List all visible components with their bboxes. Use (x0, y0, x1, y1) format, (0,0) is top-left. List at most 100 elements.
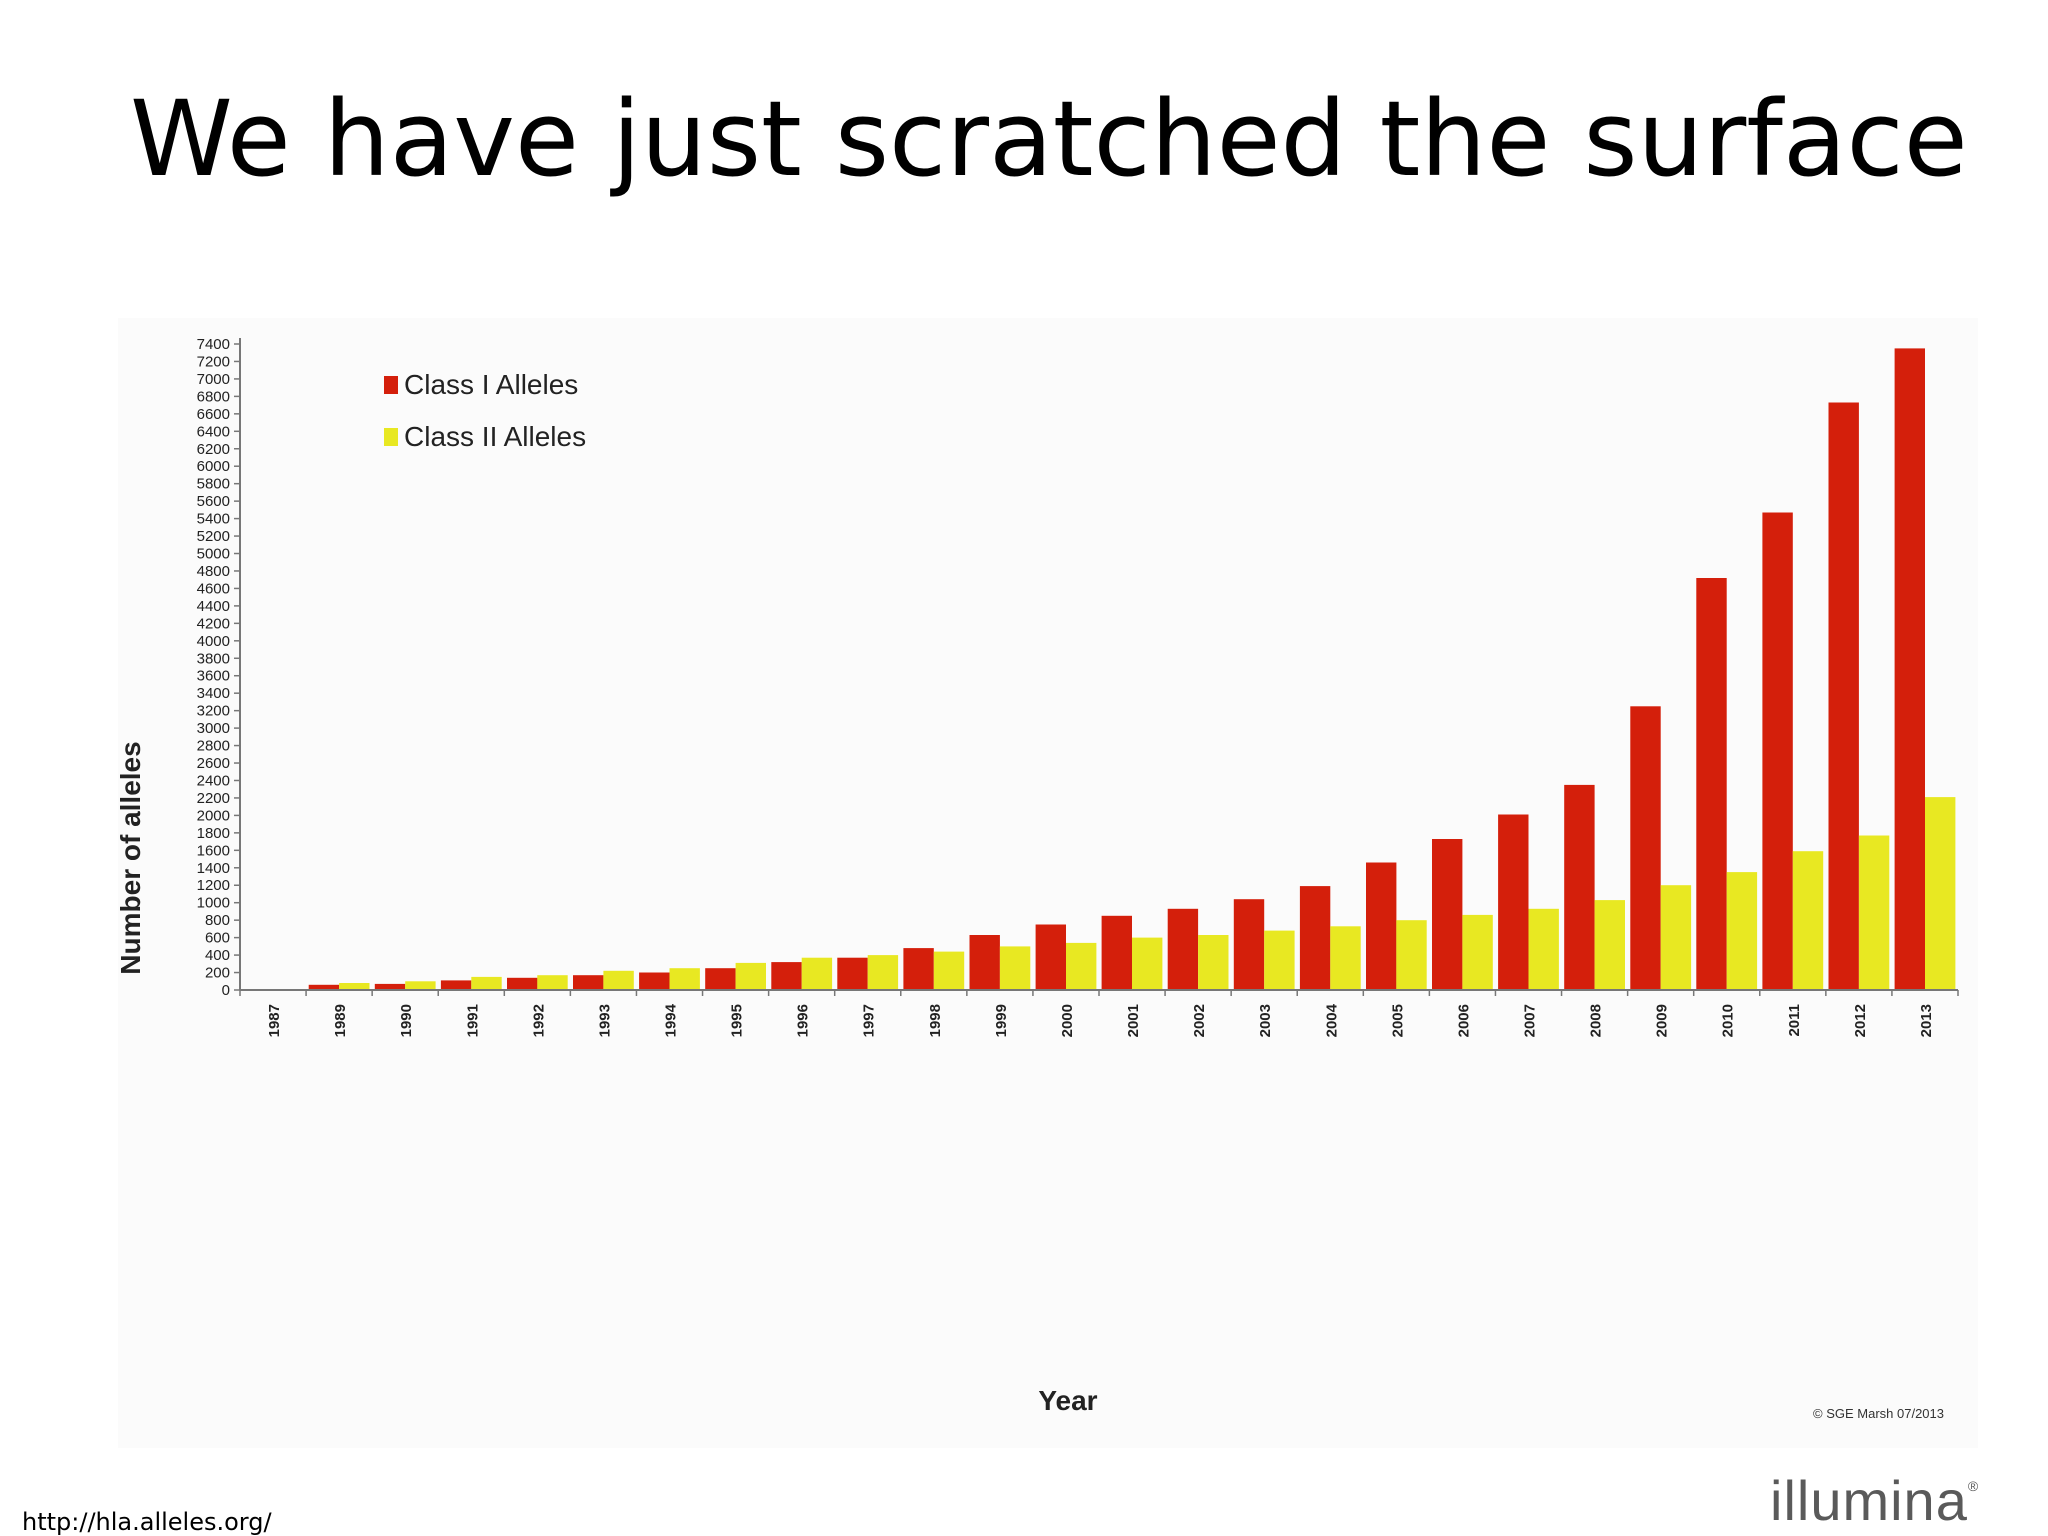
x-tick-label: 1991 (464, 1004, 481, 1037)
bar-class2-2008 (1594, 900, 1625, 990)
logo-text: illumina (1770, 1469, 1968, 1532)
y-tick-label: 7400 (197, 336, 230, 353)
bar-class2-1999 (999, 946, 1031, 990)
bar-class1-1995 (705, 968, 736, 990)
bar-class1-2004 (1299, 886, 1331, 990)
bar-class2-1991 (471, 976, 502, 990)
y-tick-label: 0 (222, 982, 230, 999)
y-tick-label: 6000 (197, 458, 230, 475)
bar-class1-1999 (969, 935, 1000, 990)
y-tick-label: 5800 (197, 476, 230, 493)
bar-class2-2007 (1528, 908, 1559, 990)
y-tick-label: 4800 (197, 563, 230, 580)
x-tick-label: 1996 (795, 1004, 812, 1037)
legend-swatch-class2 (384, 428, 398, 446)
y-ticks: 0200400600800100012001400160018002000220… (197, 336, 240, 999)
bar-class1-2001 (1101, 915, 1132, 990)
y-tick-label: 4000 (197, 633, 230, 650)
x-tick-label: 2009 (1654, 1004, 1671, 1037)
x-tick-label: 2003 (1257, 1004, 1274, 1037)
x-tick-label: 1999 (993, 1004, 1010, 1037)
x-tick-label: 2007 (1522, 1004, 1539, 1037)
y-tick-label: 3000 (197, 720, 230, 737)
bar-class2-2009 (1660, 885, 1692, 990)
source-url: http://hla.alleles.org/ (22, 1508, 272, 1536)
bar-class1-1991 (440, 980, 472, 990)
x-tick-label: 2006 (1455, 1004, 1472, 1037)
bar-class1-2002 (1167, 908, 1199, 990)
bar-class1-1993 (573, 975, 604, 990)
bar-class2-2010 (1726, 872, 1758, 990)
x-tick-label: 2010 (1720, 1004, 1737, 1037)
bar-class1-1998 (903, 948, 934, 990)
x-tick-label: 1994 (663, 1003, 680, 1037)
bar-class2-1989 (339, 983, 370, 990)
y-tick-label: 400 (205, 947, 230, 964)
bar-class2-2004 (1330, 926, 1361, 990)
y-tick-label: 7200 (197, 353, 230, 370)
legend-label-class1: Class I Alleles (404, 369, 578, 400)
bar-class1-1996 (771, 962, 802, 990)
y-tick-label: 6200 (197, 441, 230, 458)
y-tick-label: 7000 (197, 371, 230, 388)
bar-class1-1994 (639, 972, 670, 990)
bar-class2-2005 (1396, 920, 1427, 990)
bar-class2-2002 (1198, 935, 1229, 990)
x-tick-label: 2002 (1191, 1004, 1208, 1037)
x-tick-label: 1987 (266, 1004, 283, 1037)
y-tick-label: 3800 (197, 650, 230, 667)
x-ticks: 1987 1989 1990 1991 1992 1993 1994 1995 1996 1997… (266, 1003, 1935, 1037)
y-tick-label: 2400 (197, 772, 230, 789)
y-tick-label: 6400 (197, 423, 230, 440)
bar-class2-1995 (735, 962, 766, 990)
y-tick-label: 2600 (197, 755, 230, 772)
x-tick-label: 1997 (861, 1004, 878, 1037)
bar-class2-1998 (933, 951, 965, 990)
bar-class1-1990 (374, 983, 406, 990)
bar-class2-2001 (1132, 937, 1163, 990)
legend: Class I Alleles Class II Alleles (384, 369, 586, 452)
x-tick-label: 1990 (398, 1004, 415, 1037)
y-tick-label: 3400 (197, 685, 230, 702)
bars-layer (242, 348, 1956, 990)
y-tick-label: 600 (205, 930, 230, 947)
legend-swatch-class1 (384, 376, 398, 394)
bar-class2-2013 (1925, 797, 1956, 990)
y-tick-label: 1400 (197, 860, 230, 877)
y-tick-label: 2200 (197, 790, 230, 807)
bar-class2-1994 (669, 968, 700, 990)
illumina-logo: illumina® (1770, 1469, 1980, 1532)
x-tick-label: 1995 (729, 1004, 746, 1037)
y-tick-label: 5000 (197, 546, 230, 563)
bar-class1-2010 (1696, 578, 1727, 990)
axes-layer (239, 338, 1959, 996)
y-tick-label: 4600 (197, 580, 230, 597)
bar-class2-1990 (405, 981, 436, 990)
bar-class1-1992 (507, 977, 538, 990)
bar-class2-1992 (537, 975, 568, 990)
legend-label-class2: Class II Alleles (404, 421, 586, 452)
bar-class1-2008 (1564, 784, 1595, 990)
bar-class1-2003 (1233, 899, 1265, 990)
y-tick-label: 800 (205, 912, 230, 929)
bar-class2-2003 (1264, 930, 1295, 990)
x-tick-label: 2005 (1389, 1004, 1406, 1037)
y-tick-label: 3600 (197, 668, 230, 685)
y-tick-label: 6600 (197, 406, 230, 423)
y-tick-label: 5200 (197, 528, 230, 545)
y-tick-label: 1800 (197, 825, 230, 842)
y-tick-label: 3200 (197, 703, 230, 720)
y-tick-label: 1200 (197, 877, 230, 894)
bar-class1-2012 (1828, 402, 1859, 990)
chart-credit: © SGE Marsh 07/2013 (1813, 1406, 1944, 1421)
y-tick-label: 2800 (197, 738, 230, 755)
x-tick-label: 2012 (1852, 1004, 1869, 1037)
y-tick-label: 2000 (197, 807, 230, 824)
bar-class1-2005 (1366, 862, 1397, 990)
y-axis-label: Number of alleles (118, 741, 146, 974)
y-tick-label: 6800 (197, 388, 230, 405)
x-tick-label: 1989 (332, 1004, 349, 1037)
bar-class2-2000 (1066, 942, 1097, 990)
y-tick-label: 5600 (197, 493, 230, 510)
bar-class2-1997 (867, 955, 899, 990)
